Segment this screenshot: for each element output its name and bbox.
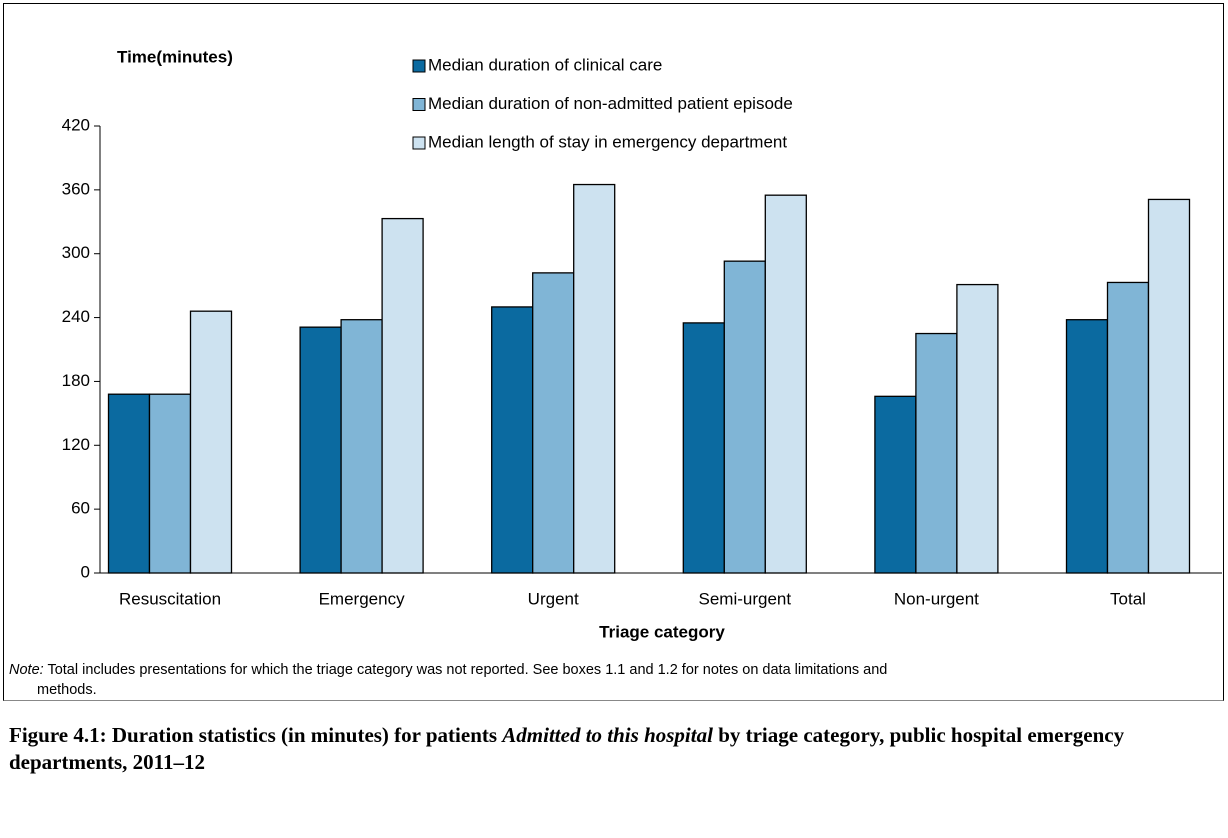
y-axis-title: Time(minutes) [117, 47, 233, 66]
caption: Figure 4.1: Duration statistics (in minu… [9, 722, 1219, 776]
x-tick-label: Semi-urgent [698, 589, 791, 608]
y-tick-label: 180 [62, 371, 90, 390]
x-tick-label: Emergency [319, 589, 405, 608]
bar [532, 272, 575, 574]
caption-text: Figure 4.1: Duration statistics (in minu… [9, 723, 503, 747]
bar [148, 393, 192, 574]
x-tick-label: Non-urgent [894, 589, 979, 608]
legend-swatch [412, 59, 426, 73]
bar [299, 326, 342, 574]
bar [1147, 198, 1191, 574]
note: Note: Total includes presentations for w… [9, 660, 1179, 700]
bar [1106, 281, 1150, 574]
y-tick-label: 60 [71, 499, 90, 518]
bar [1065, 319, 1109, 574]
note-text-continued: methods. [37, 682, 97, 698]
legend-label: Median duration of non-admitted patient … [428, 94, 793, 113]
bar [340, 319, 383, 574]
y-tick-label: 120 [62, 435, 90, 454]
bar [491, 306, 534, 574]
bar [915, 332, 958, 574]
bar [874, 395, 917, 574]
note-label: Note: [9, 662, 44, 678]
y-tick-label: 300 [62, 243, 90, 262]
bar [956, 283, 999, 574]
x-tick-label: Total [1110, 589, 1146, 608]
note-text: Total includes presentations for which t… [47, 662, 888, 678]
chart: Time(minutes) Triage category 0 60 120 180 2… [62, 47, 1222, 641]
y-tick-label: 240 [62, 307, 90, 326]
y-tick-label: 420 [62, 115, 90, 134]
bar [107, 393, 151, 574]
caption-italic: Admitted to this hospital [502, 723, 713, 747]
bar [682, 322, 725, 574]
bar [189, 310, 233, 574]
x-tick-label: Urgent [528, 589, 579, 608]
y-tick-label: 360 [62, 179, 90, 198]
caption-text: by triage category, public hospital emer… [9, 723, 1125, 774]
bar [764, 194, 807, 574]
y-tick-label: 0 [81, 562, 90, 581]
legend-label: Median duration of clinical care [428, 55, 662, 74]
bar [573, 183, 616, 574]
legend-label: Median length of stay in emergency depar… [428, 132, 787, 151]
bar [723, 260, 766, 574]
x-tick-label: Resuscitation [119, 589, 221, 608]
bar [381, 217, 424, 574]
chart-frame [3, 3, 1224, 701]
x-axis-title: Triage category [599, 622, 725, 641]
legend-swatch [412, 136, 426, 150]
legend-swatch [412, 98, 426, 111]
